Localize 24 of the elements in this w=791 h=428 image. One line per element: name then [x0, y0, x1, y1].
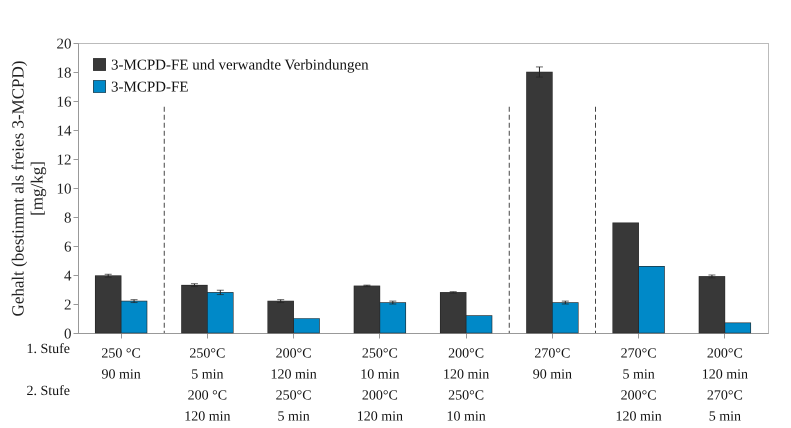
x-tick-label: 250°C 10 min 200°C 120 min	[356, 346, 404, 424]
x-tick-label: 200°C 120 min 270°C 5 min	[702, 346, 748, 424]
y-tick-label: 2	[64, 298, 72, 314]
y-tick-label: 14	[56, 124, 72, 140]
x-tick-label: 200°C 120 min 250°C 10 min	[442, 346, 490, 424]
x-tick-label: 200°C 120 min 250°C 5 min	[270, 346, 317, 424]
y-tick-label: 10	[56, 182, 72, 198]
y-tick-label: 8	[64, 210, 72, 226]
x-tick-label: 250°C 5 min 200 °C 120 min	[184, 346, 231, 424]
y-tick-label: 6	[64, 240, 72, 256]
x-tick-label: 270°C 5 min 200°C 120 min	[615, 346, 662, 424]
legend-label: 3-MCPD-FE und verwandte Verbindungen	[111, 58, 370, 74]
y-tick-label: 12	[56, 152, 72, 168]
text: 2. Stufe	[26, 384, 70, 399]
text: 1. Stufe	[26, 342, 70, 357]
y-tick-label: 0	[64, 326, 72, 342]
y-tick-label: 16	[56, 94, 72, 110]
x-tick-label: 270°C 90 min	[532, 346, 572, 382]
y-tick-label: 4	[64, 268, 72, 284]
y-tick-label: 20	[56, 36, 72, 52]
y-axis-title: Gehalt (bestimmt als freies 3-MCPD) [mg/kg]	[8, 60, 46, 316]
legend-label: 3-MCPD-FE	[111, 80, 189, 96]
x-tick-label: 250 °C 90 min	[101, 346, 141, 382]
y-tick-label: 18	[56, 66, 72, 82]
